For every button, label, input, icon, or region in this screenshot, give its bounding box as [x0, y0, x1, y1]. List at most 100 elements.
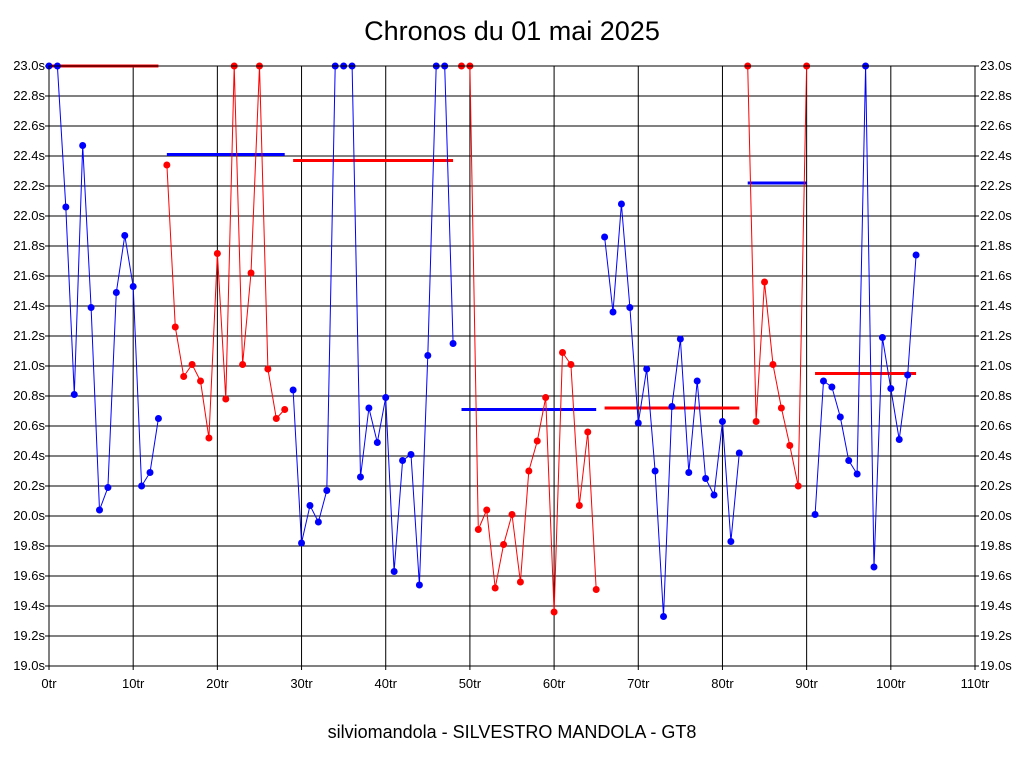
- data-point: [601, 233, 609, 241]
- data-point: [811, 511, 819, 518]
- y-tick-label-right: 19.6s: [980, 568, 1012, 583]
- data-point: [912, 251, 920, 259]
- data-point: [373, 439, 381, 446]
- y-tick-label: 19.6s: [13, 568, 45, 583]
- y-tick-label-right: 20.2s: [980, 478, 1012, 493]
- y-tick-label: 23.0s: [13, 58, 45, 73]
- y-tick-label-right: 22.6s: [980, 118, 1012, 133]
- y-tick-label-right: 21.0s: [980, 358, 1012, 373]
- y-tick-label-right: 21.4s: [980, 298, 1012, 313]
- data-point: [870, 563, 878, 571]
- data-point: [777, 404, 785, 412]
- data-point: [96, 506, 104, 514]
- data-point: [685, 469, 693, 476]
- x-tick-label: 80tr: [711, 676, 734, 691]
- data-point: [878, 334, 886, 341]
- y-tick-label: 21.2s: [13, 328, 45, 343]
- data-point: [828, 383, 836, 391]
- y-tick-label: 22.8s: [13, 88, 45, 103]
- data-point: [306, 502, 314, 509]
- data-point: [146, 469, 154, 476]
- data-point: [424, 352, 432, 359]
- data-point: [836, 413, 844, 421]
- y-tick-label: 22.0s: [13, 208, 45, 223]
- y-tick-label: 21.4s: [13, 298, 45, 313]
- data-point: [180, 373, 188, 380]
- data-point: [676, 335, 684, 343]
- y-tick-label: 22.2s: [13, 178, 45, 193]
- data-point: [904, 371, 912, 379]
- y-tick-label-right: 19.0s: [980, 658, 1012, 673]
- data-point: [213, 250, 221, 257]
- y-tick-label-right: 21.2s: [980, 328, 1012, 343]
- y-tick-label: 19.0s: [13, 658, 45, 673]
- data-point: [693, 377, 701, 385]
- data-point: [668, 403, 676, 410]
- y-tick-label: 22.6s: [13, 118, 45, 133]
- data-point: [483, 506, 491, 514]
- data-point: [508, 511, 516, 518]
- data-point: [525, 467, 533, 475]
- data-point: [845, 457, 853, 464]
- y-tick-label-right: 20.4s: [980, 448, 1012, 463]
- series-line: [166, 65, 286, 439]
- data-point: [205, 434, 213, 442]
- data-point: [154, 415, 162, 422]
- y-tick-label-right: 19.8s: [980, 538, 1012, 553]
- data-point: [794, 482, 802, 490]
- data-point: [407, 451, 415, 458]
- data-point: [634, 419, 642, 427]
- data-point: [786, 442, 794, 449]
- y-tick-label: 19.2s: [13, 628, 45, 643]
- data-point: [79, 142, 87, 149]
- series-line: [814, 65, 917, 568]
- data-point: [550, 608, 558, 616]
- x-tick-label: 30tr: [290, 676, 313, 691]
- chart-title: Chronos du 01 mai 2025: [364, 16, 660, 46]
- x-tick-label: 0tr: [41, 676, 57, 691]
- x-tick-label: 110tr: [961, 676, 990, 691]
- data-point: [819, 377, 827, 385]
- average-lines: [49, 64, 917, 411]
- data-point: [62, 203, 70, 211]
- plot-frame: [48, 65, 976, 667]
- y-tick-label-right: 20.6s: [980, 418, 1012, 433]
- data-point: [500, 541, 508, 548]
- y-tick-label-right: 21.6s: [980, 268, 1012, 283]
- data-point: [289, 386, 297, 394]
- data-point: [399, 457, 407, 464]
- data-point: [121, 232, 129, 239]
- data-point: [727, 538, 735, 545]
- data-point: [895, 436, 903, 443]
- data-point: [264, 365, 272, 373]
- data-point: [626, 304, 634, 311]
- x-axis: 0tr 10tr 20tr 30tr 40tr 50tr 60tr 70tr 80tr 90tr 1…: [41, 666, 990, 691]
- data-point: [415, 581, 423, 589]
- data-point: [609, 308, 617, 316]
- data-point: [70, 391, 78, 398]
- data-point: [281, 406, 289, 413]
- y-tick-label: 21.8s: [13, 238, 45, 253]
- data-point: [617, 200, 625, 208]
- y-tick-label-right: 19.4s: [980, 598, 1012, 613]
- data-point: [365, 404, 373, 412]
- data-point: [735, 449, 743, 457]
- data-point: [718, 418, 726, 425]
- y-tick-label: 20.6s: [13, 418, 45, 433]
- y-tick-label-right: 22.0s: [980, 208, 1012, 223]
- y-tick-label: 22.4s: [13, 148, 45, 163]
- data-point: [491, 584, 499, 592]
- data-point: [542, 394, 550, 401]
- data-point: [584, 428, 592, 436]
- data-point: [222, 395, 230, 403]
- series-line: [747, 65, 808, 487]
- data-point: [323, 487, 331, 494]
- series-line: [292, 65, 454, 586]
- series-line: [604, 203, 740, 617]
- y-tick-label-right: 22.4s: [980, 148, 1012, 163]
- y-axis-left: 19.0s 19.2s 19.4s 19.6s 19.8s 20.0s 20.2s 20.4s…: [13, 58, 49, 673]
- data-point: [769, 361, 777, 368]
- y-tick-label-right: 22.2s: [980, 178, 1012, 193]
- data-point: [567, 361, 575, 368]
